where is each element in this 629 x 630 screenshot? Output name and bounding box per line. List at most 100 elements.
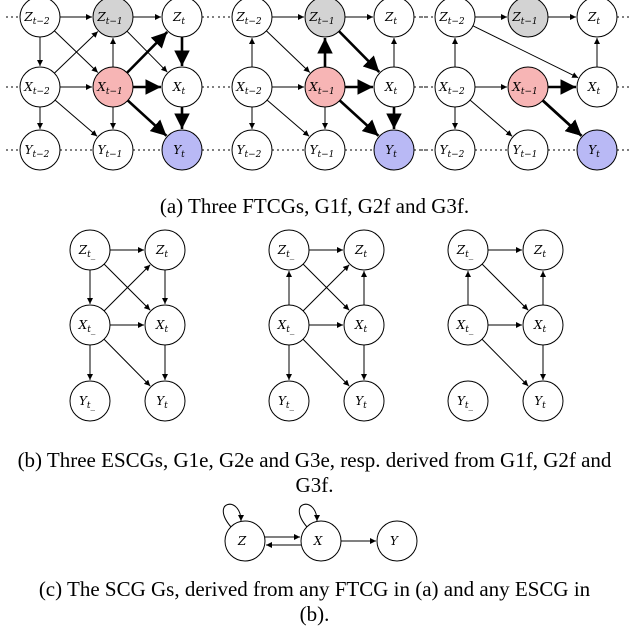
svg-text:Z: Z: [237, 534, 247, 548]
g3f-node-z-t-1: Zt−1: [507, 0, 549, 38]
svg-text:Yt: Yt: [173, 143, 185, 160]
svg-text:Xt_: Xt_: [78, 318, 96, 335]
g3f-node-z-t-2: Zt−2: [434, 0, 476, 38]
svg-text:X: X: [313, 534, 323, 548]
g2e-edge-zm-xt: [302, 263, 350, 311]
svg-text:Yt: Yt: [385, 143, 397, 160]
scg-node-y: Y: [376, 520, 418, 562]
g1e-edge-xm-zt: [103, 264, 151, 312]
svg-text:Yt: Yt: [156, 394, 168, 411]
g1f-edge-x0-y1: [54, 99, 98, 137]
svg-text:Xt−1: Xt−1: [511, 80, 537, 97]
g2e-edge-xm-yt: [302, 338, 350, 387]
g1f-node-y-t-2: Yt−2: [19, 129, 61, 171]
g2f-node-y-t-2: Yt−2: [231, 129, 273, 171]
svg-text:Zt: Zt: [155, 243, 168, 260]
svg-text:Xt−2: Xt−2: [235, 80, 262, 97]
svg-text:Yt−1: Yt−1: [98, 143, 123, 160]
g3e-node-y-t: Yt: [522, 380, 564, 422]
g1f-node-x-t: Xt: [161, 66, 203, 108]
g2f-node-y-t-1: Yt−1: [304, 129, 346, 171]
g3e-node-x-t: Xt: [522, 304, 564, 346]
svg-text:Zt−1: Zt−1: [511, 10, 537, 27]
svg-text:Zt: Zt: [533, 243, 546, 260]
svg-text:Zt: Zt: [384, 10, 397, 27]
g2f-edge-x1-y2: [338, 99, 380, 137]
caption-a: (a) Three FTCGs, G1f, G2f and G3f.: [159, 194, 470, 218]
svg-text:Zt: Zt: [172, 10, 185, 27]
svg-text:Xt−1: Xt−1: [96, 80, 122, 97]
g3e-node-y-tm: Yt_: [447, 380, 489, 422]
g3e-node-x-tm: Xt_: [447, 304, 489, 346]
svg-text:Yt: Yt: [534, 394, 546, 411]
g3f-edge-x1-y2b: [541, 99, 583, 137]
g3f-node-z-t: Zt: [576, 0, 618, 38]
svg-text:Xt: Xt: [587, 80, 601, 97]
g2e-node-y-t: Yt: [343, 380, 385, 422]
g2e-node-y-tm: Yt_: [268, 380, 310, 422]
g2f-node-x-t-2: Xt−2: [231, 66, 273, 108]
caption-c-line1: (c) The SCG Gs, derived from any FTCG in…: [38, 577, 591, 601]
svg-text:Yt_: Yt_: [457, 394, 474, 411]
g3f-node-y-t-2: Yt−2: [434, 129, 476, 171]
svg-text:Xt: Xt: [155, 318, 169, 335]
g3f-node-y-t: Yt: [576, 129, 618, 171]
svg-text:Xt: Xt: [172, 80, 186, 97]
g1f-node-x-t-2: Xt−2: [19, 66, 61, 108]
g2e-node-x-t: Xt: [343, 304, 385, 346]
svg-text:Zt−1: Zt−1: [308, 10, 334, 27]
g1f-edge-x0-z1: [54, 31, 99, 74]
svg-text:Zt_: Zt_: [277, 243, 295, 260]
svg-text:Xt: Xt: [354, 318, 368, 335]
scg-selfloop-x: [298, 503, 320, 528]
svg-text:Yt_: Yt_: [278, 394, 295, 411]
g3f-edge-z0-x2: [472, 25, 579, 79]
g3e-node-z-tm: Zt_: [447, 229, 489, 271]
svg-text:Zt−2: Zt−2: [438, 10, 465, 27]
g3f-node-x-t: Xt: [576, 66, 618, 108]
svg-text:Zt−1: Zt−1: [96, 10, 122, 27]
g3e-node-z-t: Zt: [522, 229, 564, 271]
g3e-edge-zm-xt: [481, 263, 529, 311]
svg-text:Xt: Xt: [533, 318, 547, 335]
scg-node-x: X: [300, 520, 342, 562]
svg-text:Yt−2: Yt−2: [237, 143, 262, 160]
caption-c-line2: (b).: [299, 602, 330, 626]
svg-text:Yt−2: Yt−2: [25, 143, 50, 160]
svg-text:Xt−2: Xt−2: [23, 80, 50, 97]
svg-text:Zt: Zt: [587, 10, 600, 27]
g2e-node-z-t: Zt: [343, 229, 385, 271]
svg-text:Xt_: Xt_: [456, 318, 474, 335]
g1e-node-y-t: Yt: [144, 380, 186, 422]
g2f-node-x-t-1: Xt−1: [304, 66, 346, 108]
svg-text:Xt−1: Xt−1: [308, 80, 334, 97]
svg-text:Zt_: Zt_: [456, 243, 474, 260]
g1f-edge-x1-y2: [126, 99, 168, 137]
scg-node-z: Z: [224, 520, 266, 562]
g2f-node-z-t-2: Zt−2: [231, 0, 273, 38]
svg-text:Xt−2: Xt−2: [438, 80, 465, 97]
g2f-node-z-t-1: Zt−1: [304, 0, 346, 38]
svg-text:Zt−2: Zt−2: [235, 10, 262, 27]
g3f-edge-x0-y1: [469, 99, 513, 137]
svg-text:Y: Y: [390, 534, 399, 548]
g2f-node-y-t: Yt: [373, 129, 415, 171]
svg-text:Zt−2: Zt−2: [23, 10, 50, 27]
svg-text:Yt: Yt: [588, 143, 600, 160]
svg-text:Yt: Yt: [355, 394, 367, 411]
svg-text:Zt_: Zt_: [78, 243, 96, 260]
caption-b-line1: (b) Three ESCGs, G1e, G2e and G3e, resp.…: [17, 448, 612, 472]
g1f-node-z-t-2: Zt−2: [19, 0, 61, 38]
g3f-node-y-t-1: Yt−1: [507, 129, 549, 171]
g1e-edge-zm-xt: [103, 263, 151, 311]
svg-text:Yt_: Yt_: [79, 394, 96, 411]
g2e-edge-xm-zt: [302, 264, 350, 312]
svg-text:Xt_: Xt_: [277, 318, 295, 335]
g3f-node-x-t-2: Xt−2: [434, 66, 476, 108]
svg-text:Yt−1: Yt−1: [310, 143, 335, 160]
g1e-node-y-tm: Yt_: [69, 380, 111, 422]
g2e-node-x-tm: Xt_: [268, 304, 310, 346]
g2f-edge-z0-x1: [266, 30, 311, 73]
g3f-node-x-t-1: Xt−1: [507, 66, 549, 108]
g1e-node-z-tm: Zt_: [69, 229, 111, 271]
